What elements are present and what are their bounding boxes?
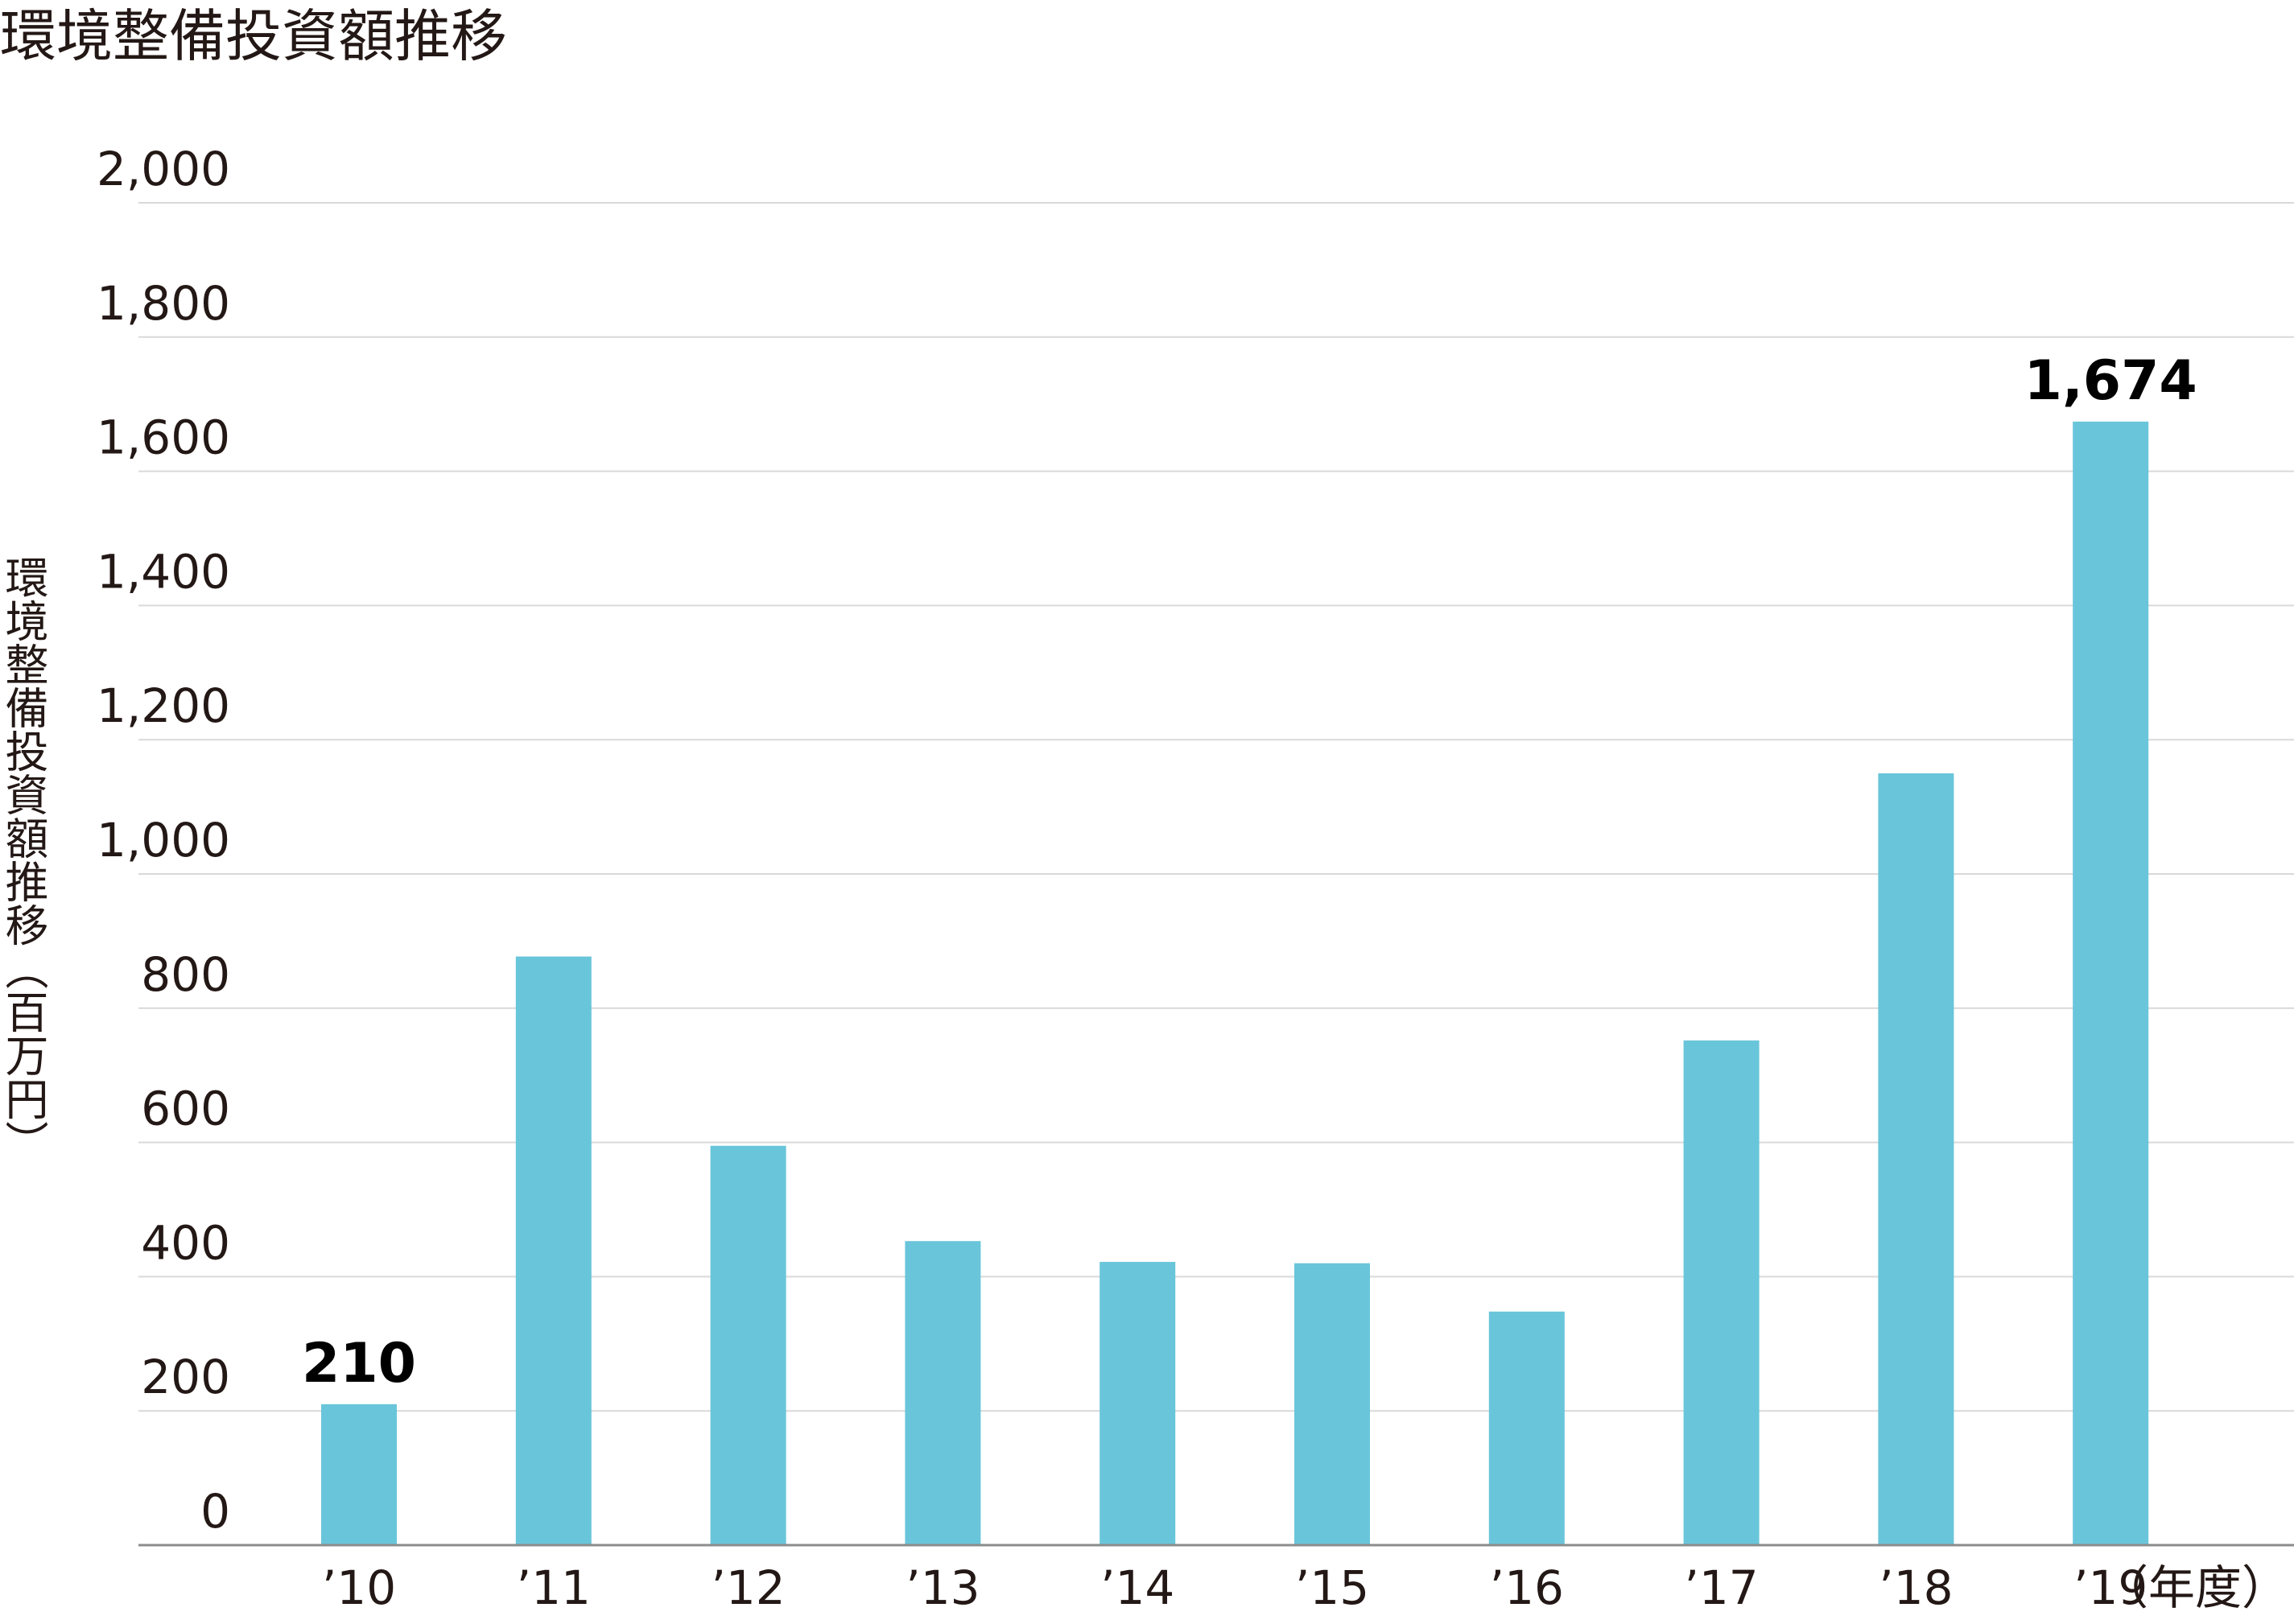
y-tick-label: 600	[141, 1082, 230, 1136]
bar	[515, 956, 592, 1545]
data-label: 210	[302, 1332, 416, 1395]
x-tick-label: ’17	[1684, 1560, 1758, 1615]
gridlines	[138, 202, 2294, 1412]
chart-title: 環境整備投資額推移	[0, 3, 507, 69]
bar	[1878, 773, 1954, 1545]
y-tick-label: 1,400	[97, 544, 230, 599]
bar	[1294, 1263, 1370, 1545]
x-unit-label: （年度）	[2102, 1560, 2288, 1615]
y-tick-label: 2,000	[97, 142, 230, 196]
x-tick-label: ’12	[711, 1560, 785, 1615]
y-axis-title: 環境整備投資額推移（百万円）	[0, 555, 48, 1164]
y-tick-label: 800	[141, 947, 230, 1002]
y-tick-label: 1,000	[97, 813, 230, 868]
y-tick-label: 1,800	[97, 276, 230, 331]
bars	[321, 421, 2149, 1545]
x-tick-label: ’13	[906, 1560, 980, 1615]
x-tick-label: ’14	[1100, 1560, 1174, 1615]
bar	[1488, 1311, 1565, 1545]
y-tick-label: 200	[141, 1350, 230, 1404]
y-tick-label: 400	[141, 1215, 230, 1270]
x-tick-label: ’10	[322, 1560, 396, 1615]
x-tick-label: ’19	[2073, 1560, 2148, 1615]
y-tick-label: 0	[200, 1484, 230, 1539]
bar	[905, 1241, 981, 1545]
y-tick-label: 1,200	[97, 678, 230, 733]
labels: 0 200 400 600 800 1,000 1,200 1,400 1,600 1,800 2,…	[97, 142, 2288, 1615]
y-tick-label: 1,600	[97, 410, 230, 465]
data-label: 1,674	[2024, 349, 2197, 413]
bar	[710, 1145, 786, 1545]
bar	[1683, 1040, 1760, 1545]
x-tick-label: ’16	[1490, 1560, 1564, 1615]
x-tick-label: ’15	[1295, 1560, 1369, 1615]
x-tick-label: ’11	[517, 1560, 591, 1615]
bar	[1100, 1262, 1176, 1545]
bar	[2073, 421, 2149, 1545]
bar	[321, 1403, 397, 1545]
x-tick-label: ’18	[1879, 1560, 1953, 1615]
